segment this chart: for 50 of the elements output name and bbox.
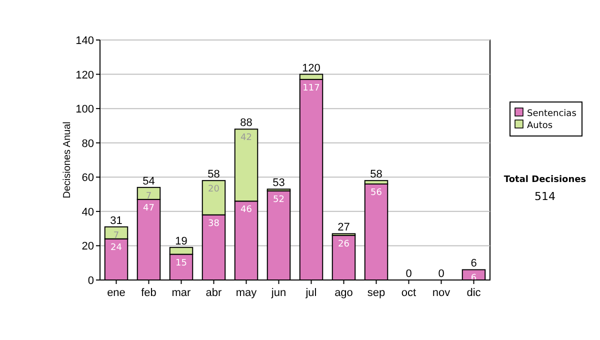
total-label: 120 <box>302 62 320 74</box>
data-label: 20 <box>208 184 220 195</box>
y-tick-label: 0 <box>88 275 94 287</box>
x-tick-label: jun <box>270 287 286 299</box>
legend-label: Autos <box>527 121 553 131</box>
total-label: 31 <box>110 214 122 227</box>
x-tick-label: may <box>236 287 258 299</box>
text: 514 <box>534 190 556 203</box>
data-label: 46 <box>240 205 252 216</box>
y-axis-title: Decisiones Anual <box>62 122 73 198</box>
x-tick-label: mar <box>172 287 192 299</box>
data-label: 24 <box>110 242 122 253</box>
total-label: 58 <box>370 168 382 181</box>
y-tick-label: 80 <box>82 138 94 150</box>
data-label: 117 <box>302 83 320 94</box>
data-label: 7 <box>146 191 152 202</box>
data-label: 38 <box>208 218 220 229</box>
data-label: 47 <box>143 203 154 214</box>
y-tick-label: 60 <box>82 172 94 184</box>
y-tick-label: 140 <box>76 35 94 47</box>
x-tick-label: sep <box>367 287 386 299</box>
data-label: 26 <box>338 239 350 250</box>
data-label: 15 <box>176 258 187 268</box>
data-label: 52 <box>273 194 284 205</box>
x-tick-label: oct <box>401 287 416 299</box>
total-label: 88 <box>240 117 252 130</box>
total-label: 53 <box>272 177 285 190</box>
data-label: 7 <box>113 230 120 241</box>
total-label: 58 <box>208 168 220 181</box>
y-tick-label: 120 <box>76 69 94 82</box>
total-label: 27 <box>338 222 350 234</box>
text: Total Decisiones <box>504 175 586 185</box>
y-tick-label: 40 <box>82 206 94 218</box>
x-tick-label: feb <box>141 287 156 299</box>
total-label: 19 <box>175 235 188 248</box>
x-tick-label: dic <box>466 287 482 299</box>
total-label: 54 <box>142 175 155 188</box>
x-tick-label: ago <box>334 287 353 299</box>
x-tick-label: ene <box>107 287 126 299</box>
x-tick-label: jul <box>304 287 317 299</box>
data-label: 42 <box>240 133 252 144</box>
y-tick-label: 20 <box>82 240 94 253</box>
total-label: 6 <box>470 258 477 270</box>
x-tick-label: nov <box>432 287 451 299</box>
data-label: 56 <box>370 188 382 198</box>
x-tick-label: abr <box>206 287 222 299</box>
y-tick-label: 100 <box>76 104 94 116</box>
legend-label: Sentencias <box>527 109 577 119</box>
total-label: 0 <box>406 268 412 280</box>
total-label: 0 <box>438 268 444 280</box>
